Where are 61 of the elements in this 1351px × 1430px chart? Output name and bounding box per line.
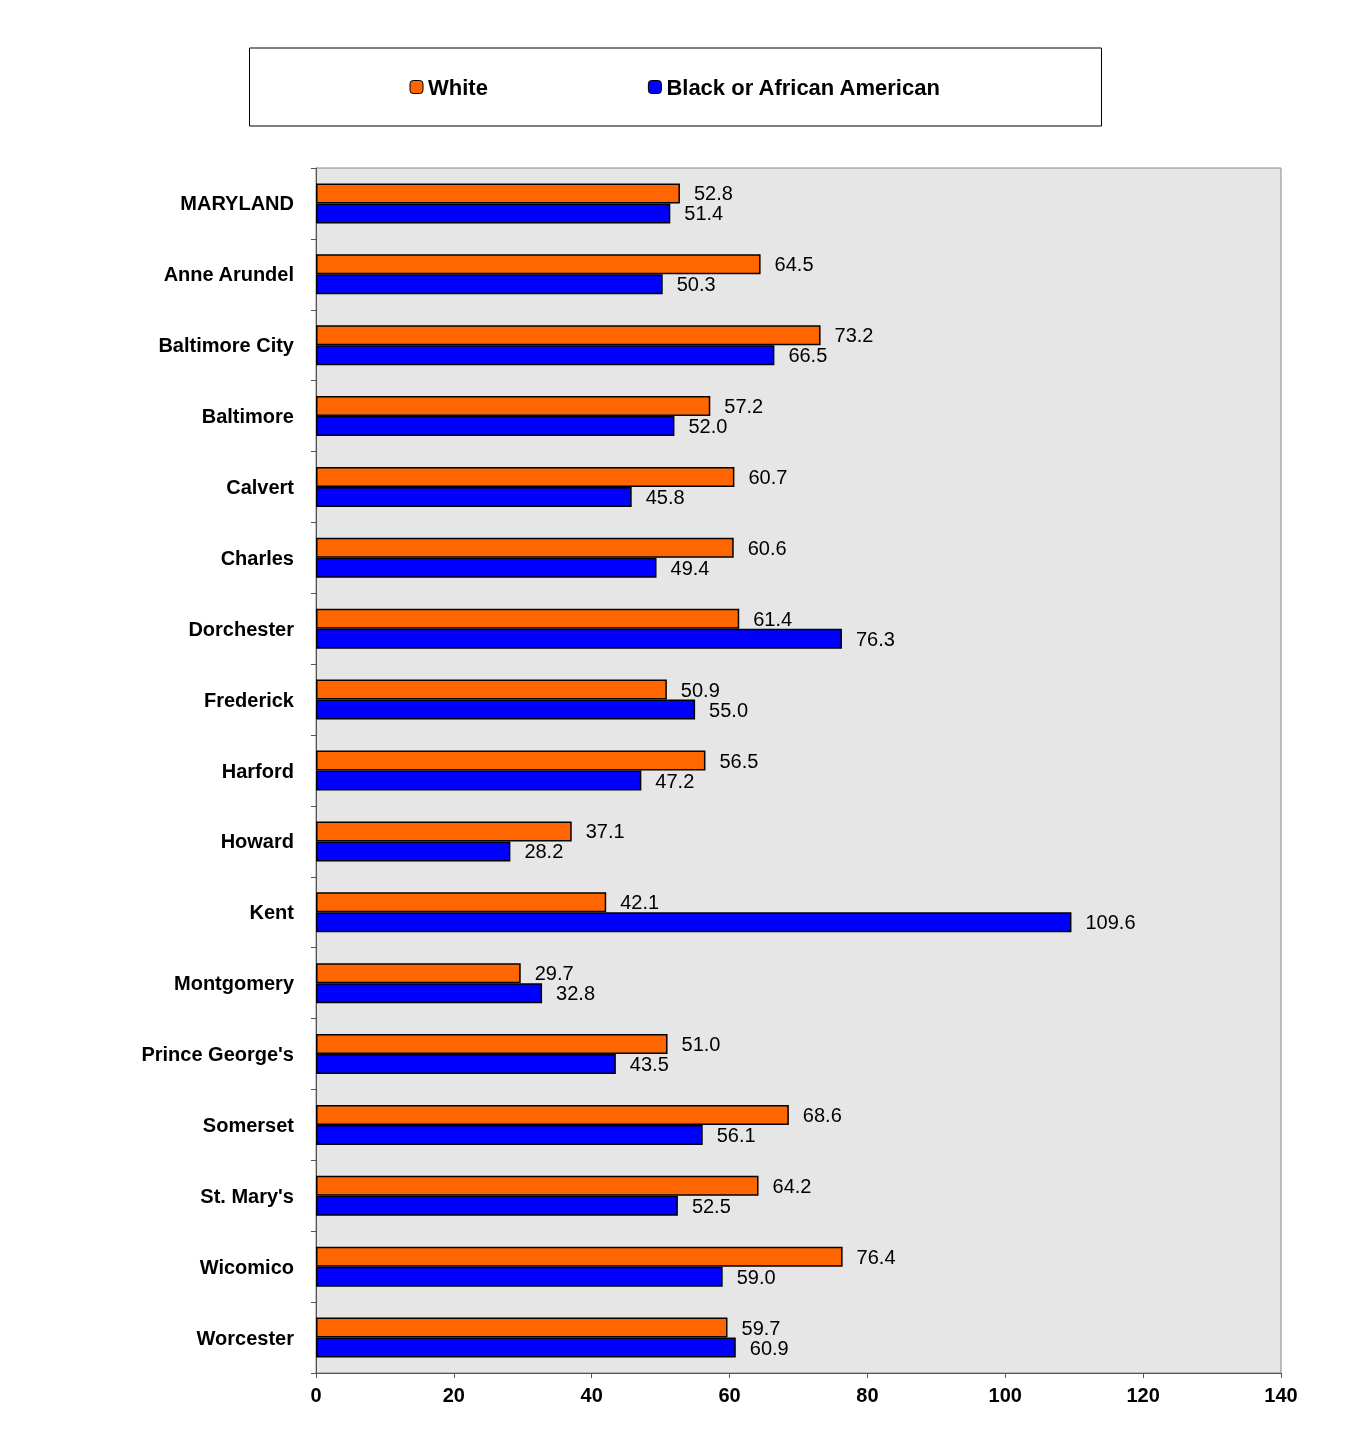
data-label: 56.1 bbox=[716, 1123, 756, 1146]
y-tick-label: Baltimore bbox=[201, 405, 294, 428]
legend-label: White bbox=[428, 74, 488, 100]
data-label: 52.0 bbox=[688, 415, 728, 438]
y-tick-label: Wicomico bbox=[199, 1255, 294, 1278]
y-tick-label: MARYLAND bbox=[180, 192, 294, 215]
x-tick-label: 60 bbox=[718, 1384, 741, 1406]
x-tick-label: 140 bbox=[1264, 1384, 1298, 1406]
y-tick-label: Charles bbox=[220, 546, 294, 569]
data-label: 29.7 bbox=[534, 962, 574, 985]
data-label: 32.8 bbox=[556, 982, 596, 1005]
y-tick-label: Dorchester bbox=[188, 617, 295, 640]
data-label: 55.0 bbox=[709, 698, 749, 721]
y-tick-label: Prince George's bbox=[141, 1043, 294, 1066]
y-tick-label: Frederick bbox=[203, 688, 295, 711]
x-tick-label: 0 bbox=[310, 1384, 322, 1406]
y-tick-label: Harford bbox=[221, 759, 294, 782]
data-label: 76.4 bbox=[856, 1245, 896, 1268]
data-label: 45.8 bbox=[645, 485, 685, 508]
data-label: 60.6 bbox=[747, 536, 787, 559]
legend-label: Black or African American bbox=[666, 74, 940, 100]
data-label: 60.7 bbox=[748, 465, 788, 488]
y-tick-label: St. Mary's bbox=[200, 1184, 294, 1207]
y-tick-label: Baltimore City bbox=[158, 334, 295, 357]
data-label: 28.2 bbox=[524, 840, 564, 863]
x-tick-label: 40 bbox=[580, 1384, 603, 1406]
x-tick-label: 120 bbox=[1126, 1384, 1160, 1406]
data-label: 50.9 bbox=[680, 678, 720, 701]
data-label: 59.0 bbox=[736, 1265, 776, 1288]
data-label: 66.5 bbox=[788, 344, 828, 367]
data-label: 42.1 bbox=[620, 891, 660, 914]
data-label: 37.1 bbox=[585, 820, 625, 843]
y-tick-label: Kent bbox=[249, 901, 295, 924]
data-label: 61.4 bbox=[753, 607, 793, 630]
y-tick-label: Calvert bbox=[226, 475, 295, 498]
data-label: 51.0 bbox=[681, 1033, 721, 1056]
y-tick-label: Howard bbox=[220, 830, 294, 853]
data-label: 52.8 bbox=[693, 182, 733, 205]
y-tick-label: Worcester bbox=[196, 1326, 295, 1349]
data-label: 59.7 bbox=[741, 1316, 781, 1339]
data-label: 68.6 bbox=[802, 1103, 842, 1126]
y-tick-label: Anne Arundel bbox=[163, 263, 294, 286]
x-tick-label: 100 bbox=[988, 1384, 1022, 1406]
data-label: 49.4 bbox=[670, 556, 710, 579]
data-label: 76.3 bbox=[855, 627, 895, 650]
data-label: 47.2 bbox=[655, 769, 695, 792]
y-tick-label: Somerset bbox=[202, 1113, 295, 1136]
y-tick-label: Montgomery bbox=[174, 972, 295, 995]
data-label: 64.2 bbox=[772, 1174, 812, 1197]
data-label: 51.4 bbox=[684, 202, 724, 225]
data-label: 73.2 bbox=[834, 324, 874, 347]
data-label: 50.3 bbox=[676, 273, 716, 296]
data-label: 57.2 bbox=[724, 395, 764, 418]
data-label: 56.5 bbox=[719, 749, 759, 772]
x-tick-label: 80 bbox=[856, 1384, 879, 1406]
data-label: 64.5 bbox=[774, 253, 814, 276]
data-label: 43.5 bbox=[629, 1053, 669, 1076]
data-label: 109.6 bbox=[1085, 911, 1136, 934]
data-label: 52.5 bbox=[691, 1194, 731, 1217]
x-tick-label: 20 bbox=[442, 1384, 465, 1406]
data-label: 60.9 bbox=[749, 1336, 789, 1359]
